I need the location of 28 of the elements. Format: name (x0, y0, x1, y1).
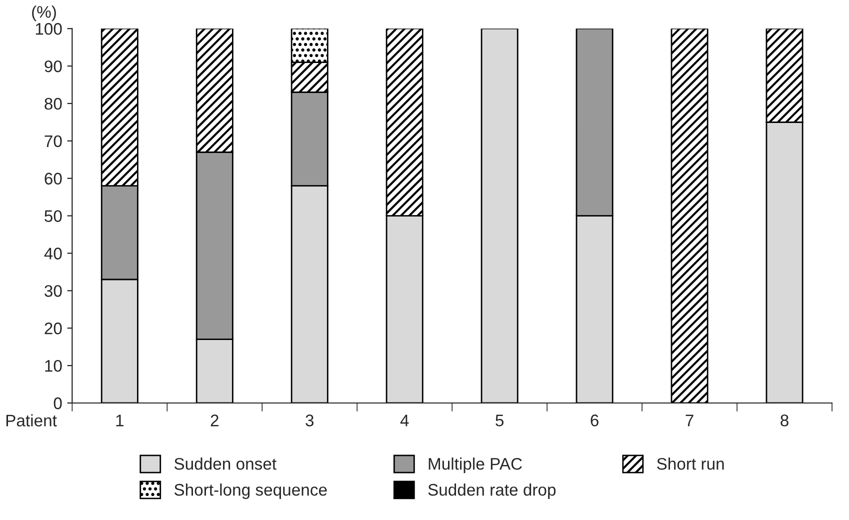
y-tick-label: 60 (44, 172, 62, 185)
y-tick-label: 10 (45, 360, 62, 372)
x-tick-label: 7 (686, 414, 694, 426)
legend-label: Short run (657, 458, 724, 470)
y-tick-label: 50 (44, 210, 62, 222)
legend-label: Sudden rate drop (428, 483, 556, 500)
y-tick-label: 40 (44, 248, 62, 260)
x-tick-label: 6 (590, 414, 598, 426)
y-tick-label: 0 (54, 397, 62, 410)
legend-label: Short-long sequence (174, 483, 327, 500)
y-tick-label: 70 (44, 135, 62, 148)
bar (670, 28, 708, 403)
bar (480, 28, 518, 403)
x-tick-label: 3 (306, 414, 314, 426)
legend-label: Sudden onset (174, 458, 276, 470)
x-tick-label: 4 (400, 414, 409, 426)
y-tick-label: 30 (44, 285, 62, 297)
y-tick-label: 80 (44, 98, 62, 110)
x-tick-label: 5 (496, 414, 504, 426)
legend-label: Multiple PAC (428, 458, 522, 474)
x-tick-label: 2 (210, 414, 218, 426)
x-tick-label: 8 (780, 414, 788, 426)
y-tick-label: 100 (36, 23, 62, 35)
x-axis-title: Patient (6, 414, 57, 426)
y-tick-label: 90 (44, 60, 62, 72)
y-axis-title: (%) (32, 6, 56, 22)
y-tick-label: 20 (44, 322, 62, 334)
x-tick-label: 1 (116, 414, 124, 426)
